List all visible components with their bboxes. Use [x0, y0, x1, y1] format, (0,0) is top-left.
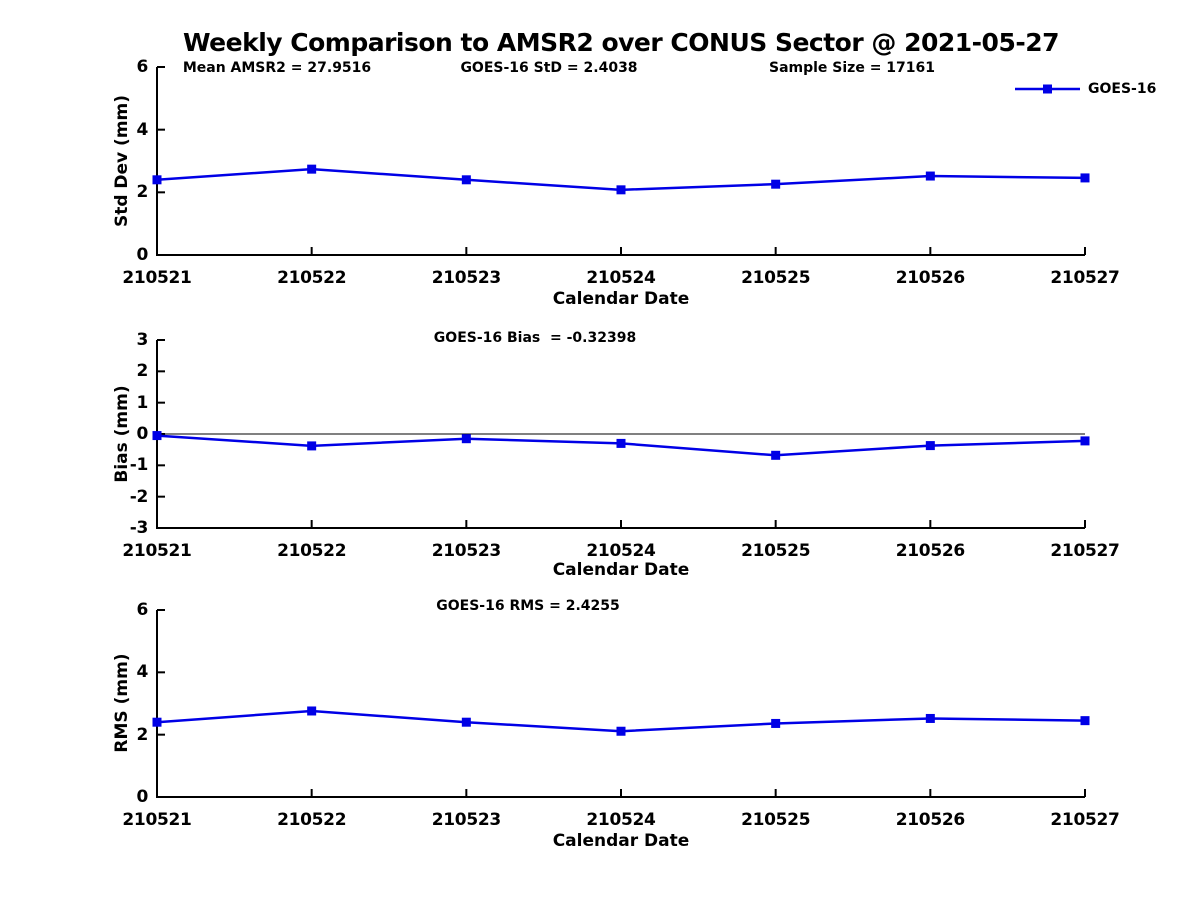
- data-point-marker: [307, 164, 317, 174]
- x-tick-label: 210525: [741, 268, 811, 288]
- data-point-marker: [461, 434, 471, 444]
- y-tick-label: -2: [129, 486, 149, 507]
- x-tick-label: 210526: [895, 810, 965, 830]
- y-tick-label: 0: [136, 787, 148, 807]
- x-tick-label: 210527: [1050, 268, 1120, 288]
- annotation-sample-size: Sample Size = 17161: [768, 60, 936, 76]
- y-tick-label: 0: [136, 424, 148, 444]
- data-point-marker: [616, 726, 626, 736]
- data-point-marker: [1080, 716, 1090, 726]
- data-point-marker: [461, 175, 471, 185]
- stddev-x-axis-label: Calendar Date: [552, 289, 690, 309]
- data-point-marker: [771, 179, 781, 189]
- y-tick-label: 6: [136, 57, 148, 77]
- x-tick-label: 210524: [586, 541, 656, 561]
- data-point-marker: [1080, 173, 1090, 183]
- annotation-goes16-std: GOES-16 StD = 2.4038: [460, 60, 638, 76]
- data-point-marker: [771, 450, 781, 460]
- x-tick-label: 210523: [431, 810, 501, 830]
- data-point-marker: [307, 441, 317, 451]
- x-tick-label: 210523: [431, 268, 501, 288]
- y-tick-label: 4: [136, 119, 148, 140]
- annotation-goes16-rms: GOES-16 RMS = 2.4255: [436, 598, 620, 614]
- y-tick-label: 6: [136, 600, 148, 620]
- figure-title: Weekly Comparison to AMSR2 over CONUS Se…: [182, 28, 1060, 57]
- data-point-marker: [771, 718, 781, 728]
- x-tick-label: 210525: [741, 541, 811, 561]
- plot-area-1: [152, 339, 1090, 529]
- data-point-marker: [925, 713, 935, 723]
- data-point-marker: [152, 717, 162, 727]
- data-point-marker: [152, 431, 162, 441]
- rms-y-axis-label: RMS (mm): [112, 653, 132, 753]
- y-tick-label: 0: [136, 245, 148, 265]
- y-tick-label: 2: [136, 361, 148, 382]
- stddev-y-axis-label: Std Dev (mm): [112, 94, 132, 228]
- x-tick-label: 210524: [586, 810, 656, 830]
- x-tick-label: 210521: [122, 268, 192, 288]
- x-tick-label: 210526: [895, 268, 965, 288]
- y-tick-label: 3: [136, 330, 148, 350]
- data-point-marker: [307, 706, 317, 716]
- x-tick-label: 210525: [741, 810, 811, 830]
- y-tick-label: -1: [129, 455, 149, 476]
- legend-sample: [1015, 84, 1080, 94]
- x-tick-label: 210526: [895, 541, 965, 561]
- x-tick-label: 210522: [277, 541, 347, 561]
- data-point-marker: [925, 441, 935, 451]
- plot-area-2: [152, 609, 1090, 798]
- x-tick-label: 210522: [277, 810, 347, 830]
- x-tick-label: 210521: [122, 541, 192, 561]
- y-tick-label: 2: [136, 724, 148, 745]
- x-tick-label: 210524: [586, 268, 656, 288]
- plot-area-0: [152, 66, 1090, 256]
- x-tick-label: 210527: [1050, 541, 1120, 561]
- y-tick-label: -3: [129, 518, 149, 538]
- legend-label-goes16: GOES-16: [1088, 81, 1157, 97]
- y-tick-label: 1: [136, 392, 148, 413]
- y-tick-label: 2: [136, 182, 148, 203]
- x-tick-label: 210527: [1050, 810, 1120, 830]
- x-tick-label: 210522: [277, 268, 347, 288]
- data-point-marker: [616, 438, 626, 448]
- annotation-goes16-bias: GOES-16 Bias = -0.32398: [433, 330, 637, 346]
- data-point-marker: [616, 185, 626, 195]
- data-point-marker: [461, 717, 471, 727]
- annotation-mean-amsr2: Mean AMSR2 = 27.9516: [182, 60, 372, 76]
- data-point-marker: [925, 171, 935, 181]
- data-point-marker: [1080, 436, 1090, 446]
- x-tick-label: 210523: [431, 541, 501, 561]
- data-point-marker: [152, 175, 162, 185]
- bias-x-axis-label: Calendar Date: [552, 560, 690, 580]
- rms-x-axis-label: Calendar Date: [552, 831, 690, 851]
- y-tick-label: 4: [136, 662, 148, 683]
- x-tick-label: 210521: [122, 810, 192, 830]
